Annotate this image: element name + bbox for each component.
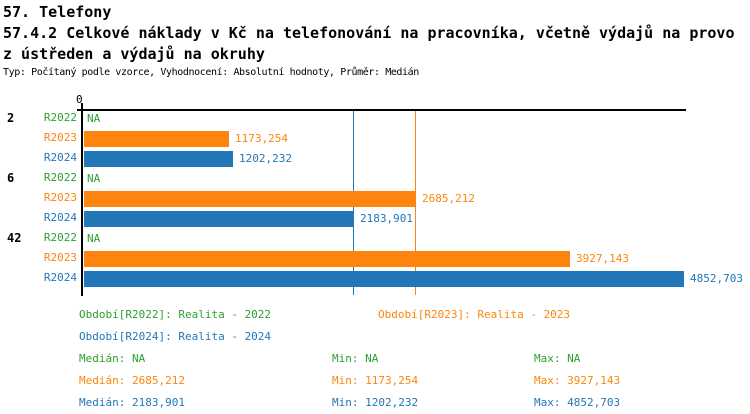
stat-median-r2023: Medián: 2685,212 [79,374,185,387]
bar-value-label: NA [87,172,101,185]
bar-value-label: NA [87,112,101,125]
report-meta: Typ: Počítaný podle vzorce, Vyhodnocení:… [3,67,419,78]
series-row-label-r2022: R2022 [43,111,77,124]
bar-value-label: 2685,212 [422,192,475,205]
group-label: 2 [7,111,15,125]
bar-r2024 [84,271,684,287]
chart-area: 0 2 R2022 NA R2023 1173,254 R2024 1202,232 6 R202… [7,93,743,296]
stat-max-r2024: Max: 4852,703 [534,396,621,409]
report-title: 57. Telefony [3,3,112,21]
group-label: 42 [7,231,22,245]
report-subtitle-line2: z ústředen a výdajů na okruhy [3,45,265,63]
bar-value-label: NA [87,232,101,245]
y-axis-line [81,103,83,296]
series-row-label-r2023: R2023 [43,251,77,264]
bar-r2023 [84,131,229,147]
series-row-label-r2023: R2023 [43,131,77,144]
stat-median-r2024: Medián: 2183,901 [79,396,185,409]
bar-r2023 [84,251,570,267]
series-row-label-r2024: R2024 [43,151,77,164]
x-axis-tick-zero: 0 [76,93,83,106]
bar-value-label: 1173,254 [235,132,288,145]
bar-value-label: 3927,143 [576,252,629,265]
bar-r2023 [84,191,416,207]
bar-value-label: 1202,232 [239,152,292,165]
legend-item-r2024: Období[R2024]: Realita - 2024 [79,330,272,343]
report-subtitle-line1: 57.4.2 Celkové náklady v Kč na telefonov… [3,24,735,42]
bar-value-label: 4852,703 [690,272,743,285]
series-row-label-r2024: R2024 [43,211,77,224]
series-row-label-r2022: R2022 [43,171,77,184]
group-label: 6 [7,171,15,185]
bar-value-label: 2183,901 [360,212,413,225]
x-axis-line [77,109,686,111]
bar-r2024 [84,211,354,227]
stat-median-r2022: Medián: NA [79,352,146,365]
stat-min-r2024: Min: 1202,232 [332,396,419,409]
stat-min-r2022: Min: NA [332,352,379,365]
legend-item-r2022: Období[R2022]: Realita - 2022 [79,308,272,321]
stat-max-r2023: Max: 3927,143 [534,374,621,387]
series-row-label-r2023: R2023 [43,191,77,204]
bar-r2024 [84,151,233,167]
legend-item-r2023: Období[R2023]: Realita - 2023 [378,308,571,321]
series-row-label-r2022: R2022 [43,231,77,244]
stat-max-r2022: Max: NA [534,352,581,365]
stat-min-r2023: Min: 1173,254 [332,374,419,387]
series-row-label-r2024: R2024 [43,271,77,284]
